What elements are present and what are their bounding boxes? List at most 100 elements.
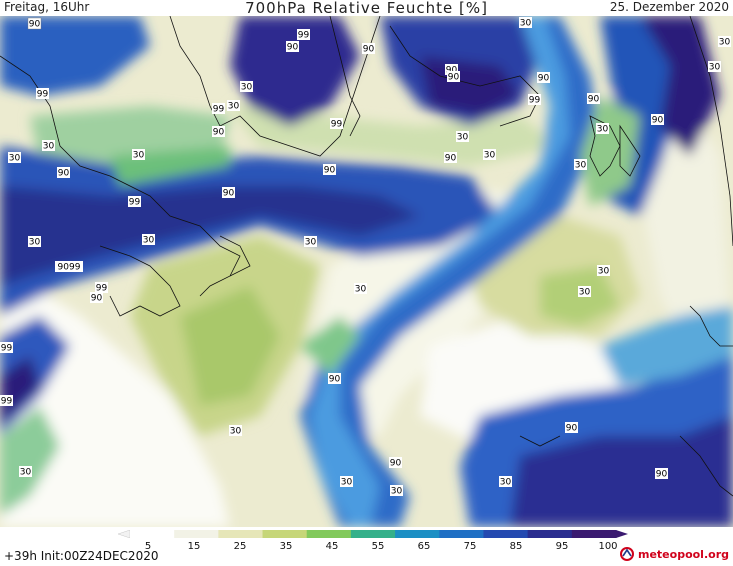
value-label: 30 bbox=[708, 61, 721, 73]
svg-text:30: 30 bbox=[598, 267, 610, 277]
value-label: 30 bbox=[483, 149, 496, 161]
header: Freitag, 16Uhr 700hPa Relative Feuchte [… bbox=[0, 0, 733, 17]
footer: 5 15 25 35 45 55 65 75 85 95 100 +39h Init:00Z24DE… bbox=[0, 527, 733, 566]
svg-text:30: 30 bbox=[29, 238, 41, 248]
svg-text:30: 30 bbox=[579, 288, 591, 298]
value-label: 90 bbox=[0, 402, 13, 414]
svg-text:30: 30 bbox=[9, 154, 21, 164]
color-legend-bar bbox=[118, 530, 628, 538]
value-label: 30 bbox=[499, 476, 512, 488]
svg-text:30: 30 bbox=[228, 102, 240, 112]
value-label: 30 bbox=[229, 425, 242, 437]
value-label: 90 bbox=[565, 422, 578, 434]
svg-text:30: 30 bbox=[500, 478, 512, 488]
svg-text:30: 30 bbox=[575, 161, 587, 171]
legend-color-segment bbox=[439, 530, 484, 538]
value-label: 99 bbox=[528, 94, 541, 106]
svg-text:90: 90 bbox=[223, 189, 235, 199]
map-title: 700hPa Relative Feuchte [%] bbox=[245, 0, 488, 17]
value-label: 30 bbox=[597, 265, 610, 277]
value-label: 30 bbox=[718, 36, 731, 48]
svg-text:99: 99 bbox=[331, 120, 343, 130]
svg-text:90: 90 bbox=[91, 294, 103, 304]
svg-text:30: 30 bbox=[597, 125, 609, 135]
svg-text:90: 90 bbox=[538, 74, 550, 84]
legend-tick-label: 75 bbox=[463, 541, 477, 552]
svg-text:30: 30 bbox=[43, 142, 55, 152]
value-labels: 90 99 90 99 90 90 90 99 30 30 99 30 30 9… bbox=[0, 17, 731, 497]
value-label: 30 bbox=[132, 149, 145, 161]
svg-text:30: 30 bbox=[484, 151, 496, 161]
svg-text:30: 30 bbox=[355, 285, 367, 295]
value-label: 90 bbox=[222, 187, 235, 199]
legend-tick-label: 35 bbox=[279, 541, 293, 552]
svg-text:30: 30 bbox=[341, 478, 353, 488]
value-label: 90 bbox=[445, 64, 458, 76]
value-label: 30 bbox=[42, 140, 55, 152]
value-label: 30 bbox=[340, 476, 353, 488]
value-label: 30 bbox=[574, 159, 587, 171]
value-label: 90 bbox=[389, 457, 402, 469]
value-label: 9099 bbox=[55, 261, 83, 273]
svg-text:90: 90 bbox=[656, 470, 668, 480]
svg-text:30: 30 bbox=[133, 151, 145, 161]
svg-text:90: 90 bbox=[448, 73, 460, 83]
legend-color-segment bbox=[262, 530, 308, 538]
svg-text:99: 99 bbox=[529, 96, 541, 106]
legend-tick-label: 5 bbox=[144, 541, 152, 552]
value-label: 30 bbox=[519, 17, 532, 29]
value-label: 90 bbox=[90, 292, 103, 304]
svg-text:30: 30 bbox=[520, 19, 532, 29]
value-label: 30 bbox=[354, 283, 367, 295]
value-label: 30 bbox=[240, 81, 253, 93]
legend-tick-label: 15 bbox=[187, 541, 201, 552]
value-label: 30 bbox=[8, 152, 21, 164]
svg-text:30: 30 bbox=[20, 468, 32, 478]
value-label: 90 bbox=[323, 164, 336, 176]
legend-color-segment bbox=[174, 530, 219, 538]
valid-date: 25. Dezember 2020 bbox=[609, 0, 729, 14]
svg-text:9099: 9099 bbox=[58, 263, 81, 273]
value-label: 30 bbox=[456, 131, 469, 143]
svg-text:99: 99 bbox=[213, 105, 225, 115]
legend-color-segment bbox=[395, 530, 440, 538]
value-label: 90 bbox=[444, 152, 457, 164]
humidity-field bbox=[0, 16, 733, 527]
legend-tick-label: 55 bbox=[371, 541, 385, 552]
humidity-map: 90 99 90 99 90 90 90 99 30 30 99 30 30 9… bbox=[0, 16, 733, 527]
svg-text:99: 99 bbox=[1, 397, 13, 407]
svg-text:30: 30 bbox=[305, 238, 317, 248]
svg-text:90: 90 bbox=[588, 95, 600, 105]
svg-text:30: 30 bbox=[719, 38, 731, 48]
value-label: 99 bbox=[128, 196, 141, 208]
value-label: 99 bbox=[212, 103, 225, 115]
svg-text:90: 90 bbox=[287, 43, 299, 53]
svg-text:90: 90 bbox=[445, 154, 457, 164]
legend-tick-label: 65 bbox=[417, 541, 431, 552]
svg-text:90: 90 bbox=[29, 20, 41, 30]
value-label: 99 bbox=[0, 395, 13, 407]
value-label: 30 bbox=[28, 236, 41, 248]
legend-tick-label: 25 bbox=[233, 541, 247, 552]
legend-tick-label: 95 bbox=[555, 541, 569, 552]
legend-tick-label: 45 bbox=[325, 541, 339, 552]
legend-color-segment bbox=[350, 530, 396, 538]
svg-text:99: 99 bbox=[298, 31, 310, 41]
svg-text:90: 90 bbox=[213, 128, 225, 138]
value-label: 30 bbox=[19, 466, 32, 478]
valid-day-time: Freitag, 16Uhr bbox=[4, 0, 90, 14]
legend-tick-label: 100 bbox=[598, 541, 618, 552]
brand-logo: meteopool.org bbox=[620, 547, 729, 561]
svg-text:90: 90 bbox=[363, 45, 375, 55]
svg-text:30: 30 bbox=[457, 133, 469, 143]
value-label: 99 bbox=[330, 118, 343, 130]
meteopool-logo-icon bbox=[620, 547, 634, 561]
legend-color-segment bbox=[483, 530, 529, 538]
value-label: 99 bbox=[0, 342, 13, 354]
value-label: 90 bbox=[57, 167, 70, 179]
svg-text:90: 90 bbox=[329, 375, 341, 385]
forecast-run-info: +39h Init:00Z24DEC2020 bbox=[4, 549, 159, 563]
value-label: 30 bbox=[304, 236, 317, 248]
legend-color-segment bbox=[527, 530, 573, 538]
legend-color-segment bbox=[306, 530, 352, 538]
